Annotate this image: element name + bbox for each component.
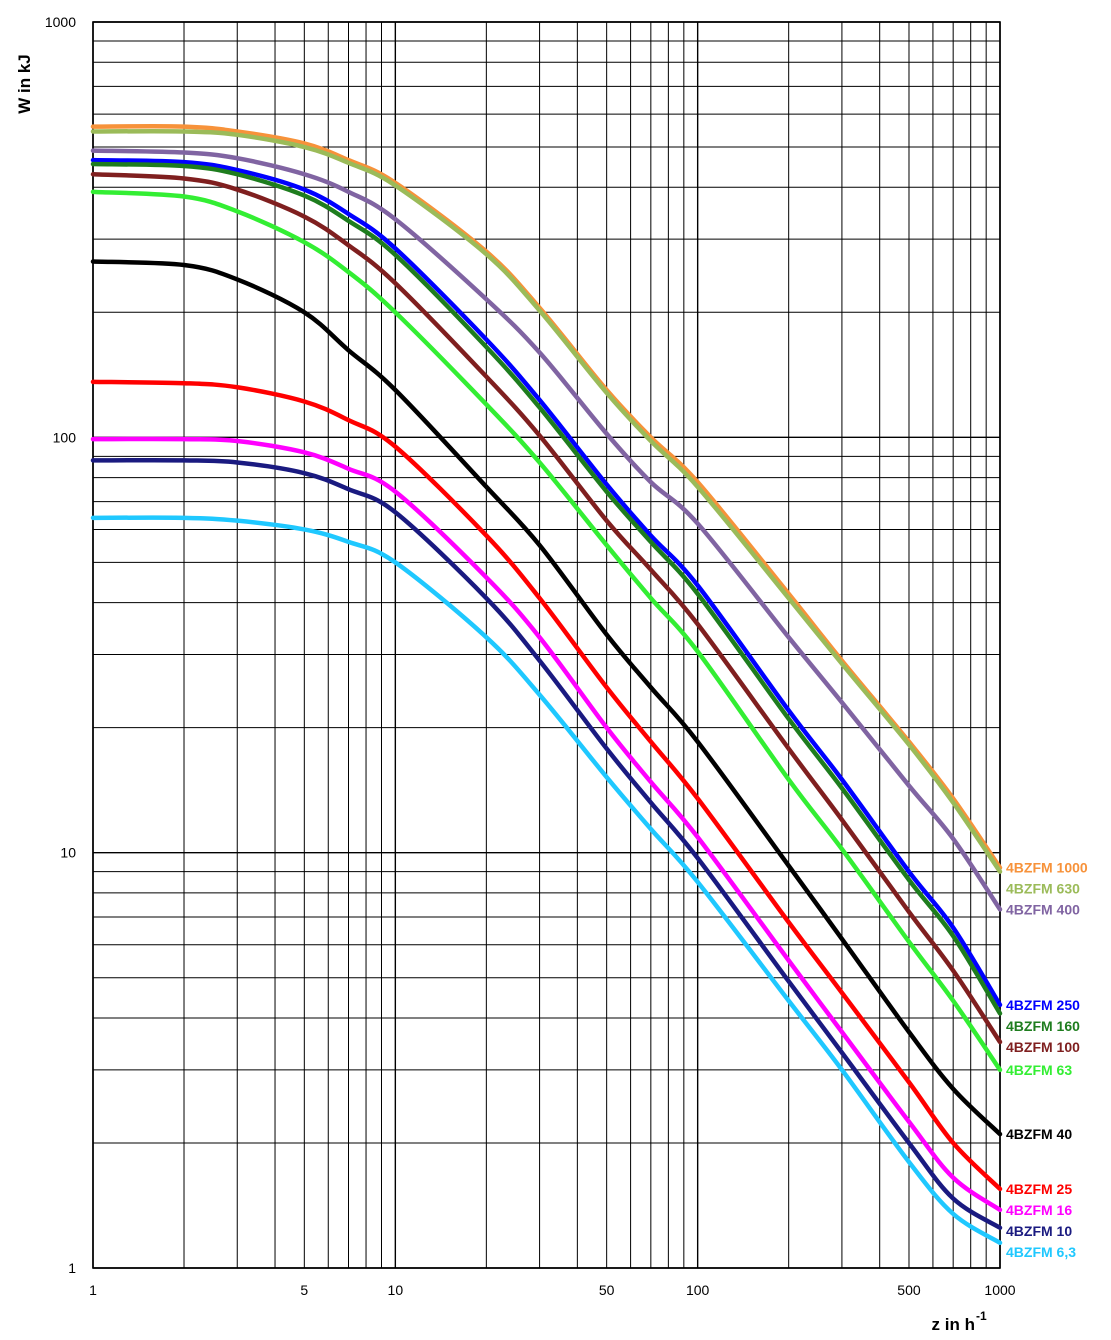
series-line-4bzfm-6-3	[90, 515, 1003, 1246]
y-tick-label: 1	[68, 1260, 76, 1276]
series-label-4bzfm-250: 4BZFM 250	[1006, 997, 1080, 1013]
series-label-4bzfm-100: 4BZFM 100	[1006, 1039, 1080, 1055]
series-line-4bzfm-25	[90, 379, 1003, 1192]
series-label-4bzfm-400: 4BZFM 400	[1006, 902, 1080, 918]
series-label-4bzfm-160: 4BZFM 160	[1006, 1018, 1080, 1034]
series-label-4bzfm-16: 4BZFM 16	[1006, 1202, 1072, 1218]
series-line-4bzfm-1000	[90, 123, 1003, 870]
series-line-4bzfm-16	[90, 436, 1003, 1213]
series-line-4bzfm-63	[90, 189, 1003, 1073]
series-label-4bzfm-630: 4BZFM 630	[1006, 881, 1080, 897]
series-label-4bzfm-10: 4BZFM 10	[1006, 1223, 1072, 1239]
x-tick-label: 10	[388, 1282, 404, 1298]
tick-labels: 1 5 10 50 100 500 1000 1 10 100 1000	[45, 14, 1016, 1298]
series-label-4bzfm-25: 4BZFM 25	[1006, 1181, 1072, 1197]
plot-frame	[92, 21, 1001, 1269]
x-tick-label: 5	[300, 1282, 308, 1298]
series-line-4bzfm-10	[90, 457, 1003, 1230]
x-tick-label: 1000	[984, 1282, 1015, 1298]
y-axis-title: W in kJ	[15, 54, 34, 114]
x-tick-label: 50	[599, 1282, 615, 1298]
series-line-4bzfm-40	[90, 259, 1003, 1137]
y-tick-label: 1000	[45, 14, 76, 30]
series-line-4bzfm-160	[90, 161, 1003, 1016]
series-lines	[90, 123, 1003, 1246]
series-line-4bzfm-630	[90, 128, 1003, 874]
series-line-4bzfm-400	[90, 148, 1003, 912]
x-axis-title: z in h	[932, 1315, 975, 1334]
series-label-4bzfm-63: 4BZFM 63	[1006, 1062, 1072, 1078]
series-label-4bzfm-6-3: 4BZFM 6,3	[1006, 1244, 1076, 1260]
x-tick-label: 100	[686, 1282, 710, 1298]
series-line-4bzfm-100	[90, 171, 1003, 1045]
y-tick-label: 10	[60, 845, 76, 861]
series-labels: 4BZFM 1000 4BZFM 630 4BZFM 400 4BZFM 250 4BZ…	[1006, 860, 1088, 1260]
series-label-4bzfm-1000: 4BZFM 1000	[1006, 860, 1088, 876]
y-tick-label: 100	[53, 429, 77, 445]
x-axis-title-superscript: -1	[976, 1309, 987, 1323]
x-tick-label: 500	[897, 1282, 921, 1298]
series-line-4bzfm-250	[90, 157, 1003, 1008]
series-label-4bzfm-40: 4BZFM 40	[1006, 1126, 1072, 1142]
x-tick-label: 1	[89, 1282, 97, 1298]
